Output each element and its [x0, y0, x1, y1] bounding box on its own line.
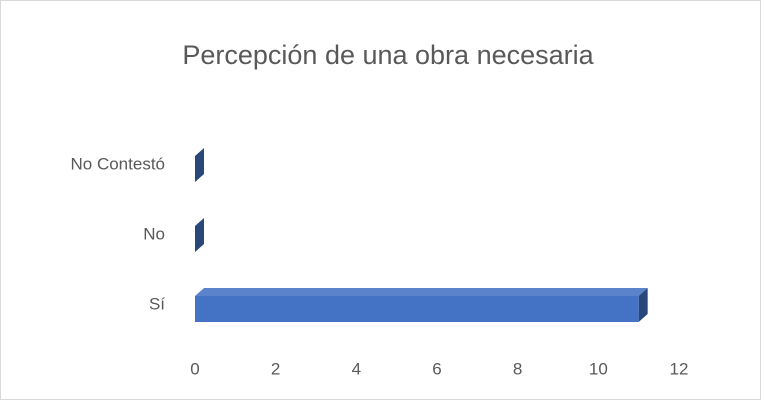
x-tick-label: 10 [589, 359, 608, 378]
bar [195, 288, 648, 322]
y-tick-label: Sí [149, 294, 165, 313]
bar [195, 218, 204, 252]
y-tick-label: No [143, 224, 165, 243]
y-tick-label: No Contestó [71, 154, 166, 173]
x-tick-label: 12 [670, 359, 689, 378]
bar-side [195, 218, 204, 252]
x-tick-label: 4 [352, 359, 361, 378]
x-tick-label: 8 [513, 359, 522, 378]
x-tick-label: 0 [190, 359, 199, 378]
bar-top [195, 288, 648, 296]
x-tick-label: 2 [271, 359, 280, 378]
bar-side [638, 288, 648, 322]
chart-title: Percepción de una obra necesaria [182, 40, 594, 70]
bar [195, 148, 204, 182]
bar-side [195, 148, 204, 182]
bar-front [195, 296, 639, 322]
x-tick-label: 6 [432, 359, 441, 378]
